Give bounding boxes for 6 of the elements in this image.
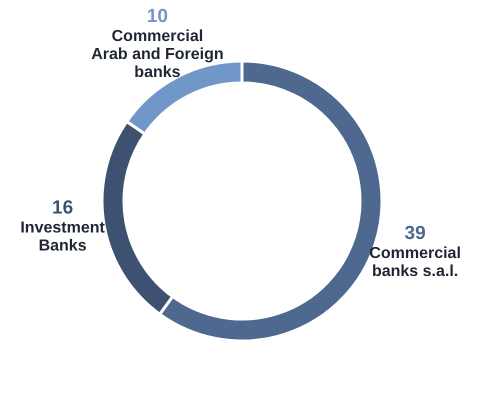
data-label: 16 [52, 198, 74, 219]
slice-label: Commercial Arab and Foreign banks [91, 28, 224, 81]
slice-label: Commercial banks s.a.l. [369, 245, 461, 280]
slice-label: Investment Banks [20, 220, 106, 255]
data-label: 39 [404, 223, 426, 244]
data-label: 10 [146, 6, 168, 27]
